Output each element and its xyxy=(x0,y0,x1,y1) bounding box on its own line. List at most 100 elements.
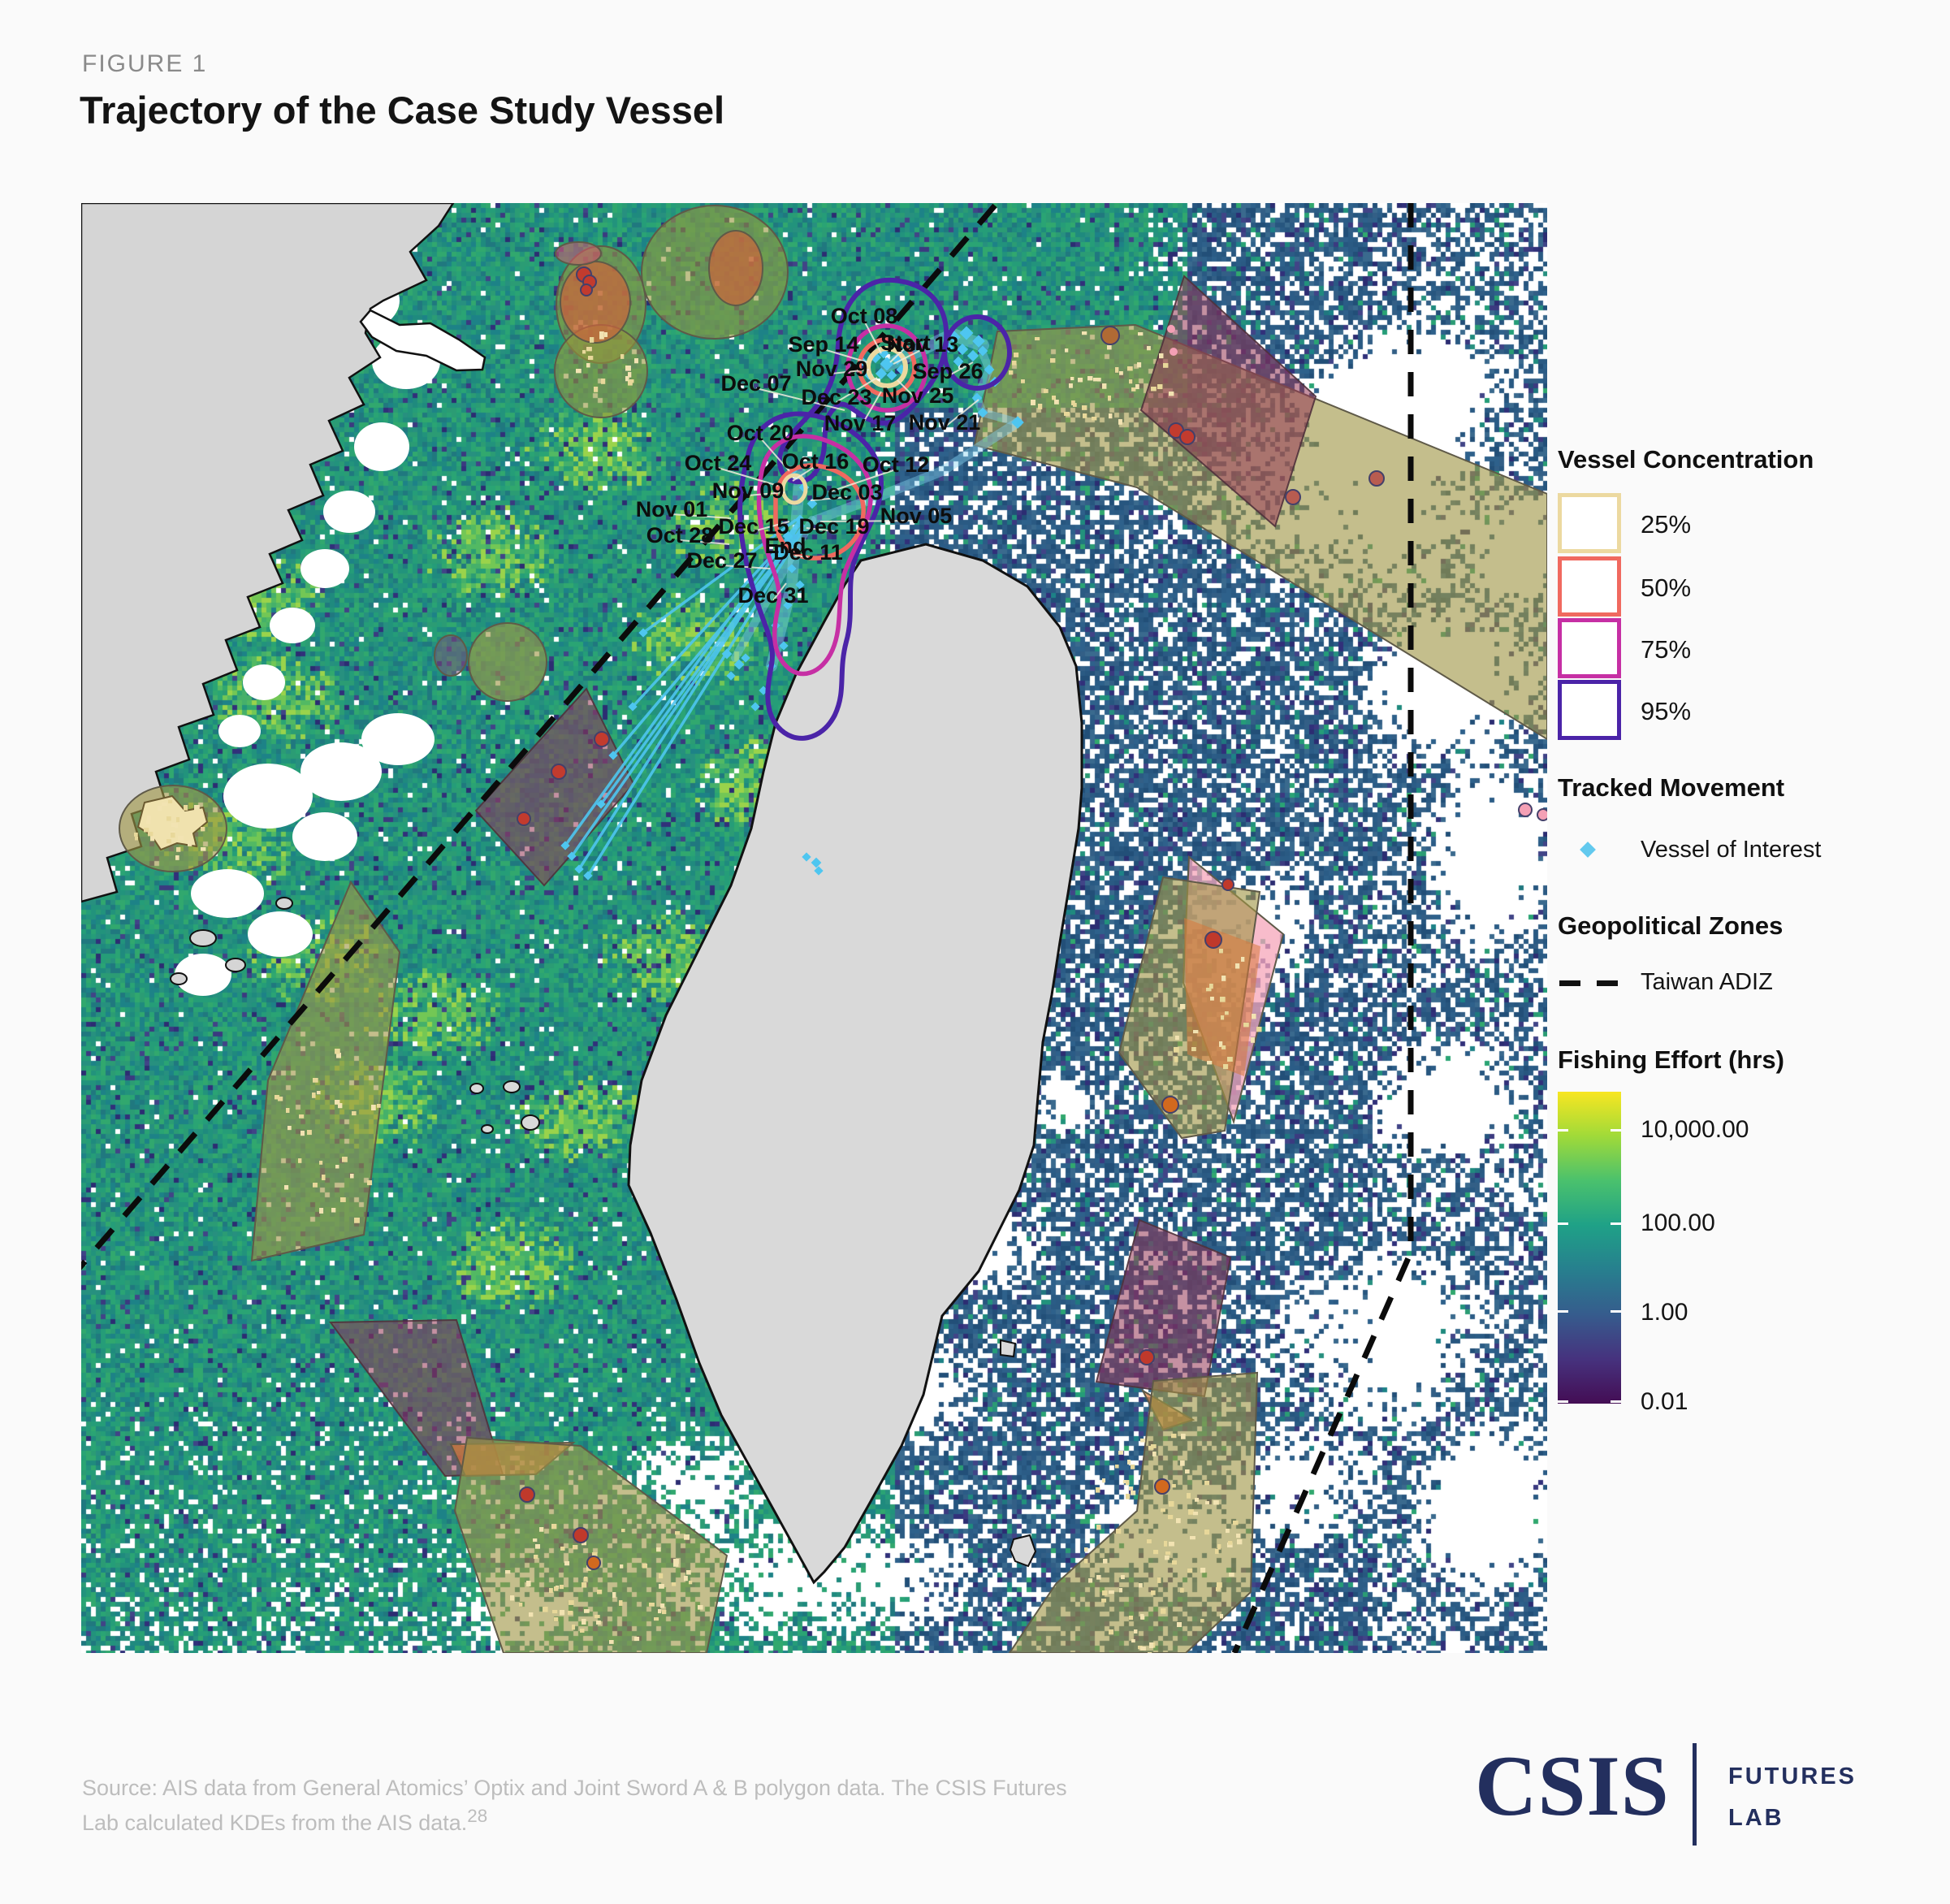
fishing-effort-title: Fishing Effort (hrs) xyxy=(1558,1045,1784,1074)
speckle xyxy=(1157,384,1163,390)
date-label: Oct 08 xyxy=(831,304,898,328)
speckle xyxy=(619,1600,623,1606)
speckle xyxy=(1172,1484,1176,1488)
speckle xyxy=(1070,377,1074,381)
map-legend: Vessel Concentration 25% 50% 75% 95% Tra… xyxy=(1558,445,1950,1460)
speckle xyxy=(147,816,151,820)
speckle xyxy=(1084,1547,1088,1552)
speckle xyxy=(176,817,180,823)
speckle xyxy=(1102,1478,1106,1483)
annotation-leader-lines xyxy=(671,320,979,601)
speckle xyxy=(1180,1460,1185,1466)
speckle xyxy=(1078,378,1083,383)
speckle xyxy=(594,387,599,392)
speckle xyxy=(1071,400,1075,405)
date-label: Nov 17 xyxy=(824,411,897,435)
date-label: Start xyxy=(880,331,931,355)
speckle xyxy=(1227,1543,1233,1548)
vessel-position-diamond xyxy=(750,702,760,712)
speckle xyxy=(1050,358,1056,363)
speckle xyxy=(672,1582,677,1586)
speckle xyxy=(660,1603,665,1608)
speckle xyxy=(620,354,625,359)
speckle xyxy=(1207,1061,1213,1065)
date-label: End xyxy=(765,534,806,558)
speckle xyxy=(1129,1616,1134,1621)
speckle xyxy=(1054,400,1059,405)
speckle xyxy=(634,358,638,364)
logo-unit-line2: LAB xyxy=(1728,1804,1784,1831)
speckle xyxy=(1138,332,1144,336)
speckle xyxy=(1118,1451,1124,1455)
speckle xyxy=(1152,1452,1157,1456)
tracked-movement-title: Tracked Movement xyxy=(1558,773,1785,802)
speckle xyxy=(1193,1030,1199,1034)
speckle xyxy=(689,1581,693,1585)
speckle xyxy=(1252,1014,1256,1019)
date-label: Oct 24 xyxy=(685,451,752,475)
speckle xyxy=(312,1093,316,1098)
speckle xyxy=(340,1197,346,1202)
speckle xyxy=(582,1619,586,1625)
speckle xyxy=(1226,1529,1230,1534)
speckle xyxy=(1115,1465,1119,1469)
speckle xyxy=(698,1605,703,1610)
speckle xyxy=(300,1131,305,1136)
vessel-position-diamond xyxy=(966,349,979,362)
penghu-islets xyxy=(469,1080,540,1134)
speckle xyxy=(1221,976,1226,981)
speckle xyxy=(1119,371,1123,375)
speckle xyxy=(1151,1590,1156,1595)
speckle xyxy=(1065,348,1069,353)
speckle xyxy=(684,1534,690,1540)
speckle xyxy=(569,1600,574,1605)
speckle xyxy=(1171,1434,1177,1439)
speckle xyxy=(175,823,179,829)
speckle xyxy=(596,1621,601,1625)
speckle xyxy=(656,1547,661,1552)
speckle xyxy=(604,332,608,337)
speckle xyxy=(1233,1521,1239,1525)
speckle xyxy=(286,1108,290,1114)
speckle xyxy=(533,1538,538,1543)
concentration-25-swatch xyxy=(1558,493,1621,553)
speckle xyxy=(1108,396,1112,401)
speckle xyxy=(601,379,606,384)
date-label: Sep 14 xyxy=(788,332,858,357)
speckle xyxy=(1092,417,1097,421)
speckle xyxy=(194,805,200,811)
speckle xyxy=(1131,1639,1135,1643)
speckle xyxy=(288,1126,292,1131)
speckle xyxy=(1073,403,1077,407)
speckle xyxy=(319,1161,323,1165)
speckle xyxy=(1161,1608,1166,1614)
speckle xyxy=(322,1175,326,1180)
speckle xyxy=(554,1586,559,1591)
speckle xyxy=(1151,387,1157,392)
colorbar-tick-1: 1.00 xyxy=(1641,1299,1688,1326)
speckle xyxy=(1219,949,1223,954)
speckle xyxy=(1205,1501,1209,1505)
speckle xyxy=(673,1563,679,1567)
speckle xyxy=(1139,1583,1143,1588)
speckle xyxy=(1031,400,1036,405)
speckle xyxy=(599,335,604,340)
date-label: Dec 27 xyxy=(686,548,757,573)
speckle xyxy=(1165,1556,1170,1560)
speckle xyxy=(1195,1498,1200,1502)
speckle xyxy=(529,1612,534,1617)
speckle xyxy=(1088,1578,1093,1583)
taiwan-island xyxy=(469,543,1083,1585)
speckle xyxy=(1200,1619,1204,1623)
green-island xyxy=(1000,1339,1017,1358)
speckle xyxy=(1187,1569,1193,1573)
vessel-position-diamond xyxy=(802,852,811,862)
speckle xyxy=(552,1610,558,1614)
speckle xyxy=(560,1585,564,1590)
speckle xyxy=(354,1218,360,1223)
speckle xyxy=(1096,1525,1101,1530)
speckle xyxy=(1228,1541,1233,1545)
vessel-position-diamond xyxy=(1011,416,1024,429)
speckle xyxy=(367,1180,373,1186)
